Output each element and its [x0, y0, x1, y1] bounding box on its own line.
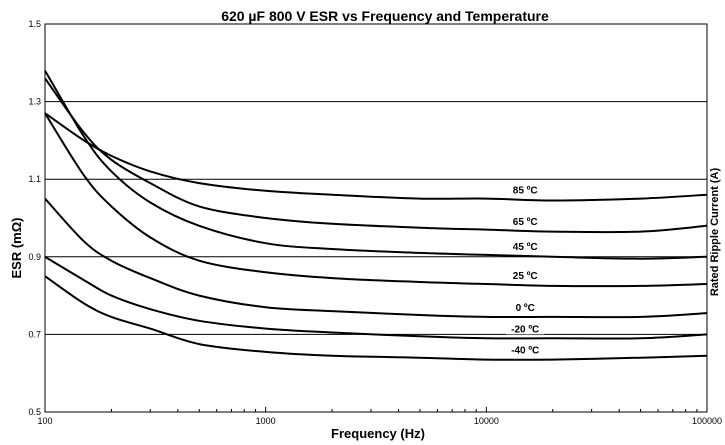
series-label: 45 ºC: [513, 242, 538, 253]
series-label: 25 ºC: [513, 271, 538, 282]
series-label: 65 ºC: [513, 217, 538, 228]
series-line: [44, 112, 708, 202]
series-lines: [44, 70, 708, 361]
axis-ticks: 0.5 0.7 0.9 1.1 1.3 1.5 100 1000 10000 100000: [28, 19, 722, 426]
series-line: [44, 255, 708, 340]
series-line: [44, 77, 708, 234]
y-tick-label: 1.1: [28, 174, 41, 184]
series-line: [44, 197, 708, 319]
series-label: 0 ºC: [516, 303, 535, 314]
series-line: [44, 70, 708, 260]
series-line: [44, 275, 708, 361]
x-tick-label: 1000: [256, 416, 276, 426]
series-label-bg: [506, 344, 545, 356]
series-labels: 85 ºC 65 ºC 45 ºC 25 ºC 0 ºC -20 ºC -40 ºC: [506, 184, 545, 357]
y-tick-label: 1.5: [28, 19, 41, 29]
series-line: [44, 112, 708, 288]
gridlines: [44, 101, 707, 412]
series-label: -40 ºC: [511, 346, 539, 357]
y-tick-label: 0.9: [28, 252, 41, 262]
y-tick-label: 0.5: [28, 407, 41, 417]
x-tick-label: 100: [37, 416, 52, 426]
y-axis-label: ESR (mΩ): [9, 218, 24, 279]
x-axis-label: Frequency (Hz): [331, 426, 425, 441]
x-tick-label: 100000: [692, 416, 722, 426]
series-label: 85 ºC: [513, 186, 538, 197]
series-label-bg: [506, 301, 545, 313]
series-label-bg: [506, 270, 545, 282]
plot-area: [44, 23, 708, 413]
x-tick-label: 10000: [474, 416, 499, 426]
series-label-bg: [506, 184, 545, 196]
y-tick-label: 1.3: [28, 97, 41, 107]
right-edge-axis-label: Rated Ripple Current (A): [709, 167, 721, 296]
chart-title: 620 µF 800 V ESR vs Frequency and Temper…: [221, 8, 549, 24]
series-label: -20 ºC: [511, 324, 539, 335]
y-tick-label: 0.7: [28, 329, 41, 339]
series-label-bg: [506, 215, 545, 227]
series-label-bg: [506, 240, 545, 252]
series-label-bg: [506, 323, 545, 335]
